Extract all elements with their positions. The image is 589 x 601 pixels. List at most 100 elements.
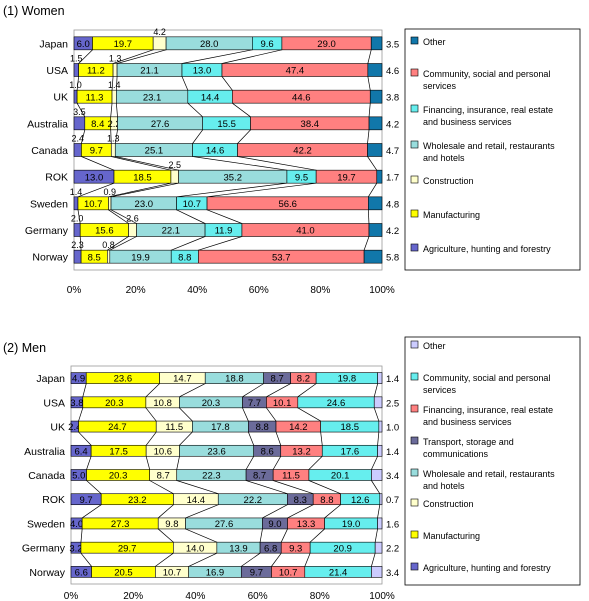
women-connector-line	[110, 129, 112, 144]
women-legend-label-financing-insurance-real-estate-and-business-services: Financing, insurance, real estate	[423, 105, 553, 115]
women-legend-label-manufacturing: Manufacturing	[423, 210, 480, 220]
women-data-label: 25.1	[145, 146, 164, 157]
women-x-tick-label: 100%	[369, 285, 395, 296]
men-data-label: 14.7	[173, 374, 192, 385]
women-data-label: 8.4	[91, 119, 104, 130]
women-bar-sweden-other	[368, 196, 383, 211]
men-data-label: 18.8	[225, 374, 244, 385]
women-connector-line	[111, 156, 172, 171]
women-data-label: 3.5	[386, 39, 399, 50]
men-legend-label-community-social-and-personal-services: Community, social and personal	[423, 373, 550, 383]
men-data-label: 10.1	[273, 398, 292, 409]
women-bar-uk-agriculture-hunting-and-forestry	[73, 89, 78, 104]
women-data-label: 1.4	[108, 80, 121, 90]
women-bar-norway-agriculture-hunting-and-forestry	[73, 249, 82, 264]
women-legend-label-community-social-and-personal-services: Community, social and personal	[423, 69, 550, 79]
women-connector-line	[114, 129, 118, 144]
men-legend-label-financing-insurance-real-estate-and-business-services: Financing, insurance, real estate	[423, 405, 553, 415]
men-data-label: 20.5	[114, 567, 133, 578]
men-data-label: 8.7	[157, 471, 170, 482]
women-bar-canada-other	[367, 143, 383, 157]
women-data-label: 13.0	[85, 172, 104, 183]
women-bar-sweden-construction	[108, 196, 112, 211]
women-bar-usa-construction	[112, 63, 118, 77]
men-connector-line	[271, 552, 282, 567]
men-data-label: 9.0	[268, 519, 281, 530]
men-legend-swatch-wholesale-and-retail-restaurants-and-hotels	[410, 468, 419, 477]
men-data-label: 3.2	[69, 543, 82, 554]
men-legend-label-wholesale-and-retail-restaurants-and-hotels: and hotels	[423, 481, 465, 491]
men-data-label: 29.7	[118, 543, 137, 554]
women-bar-norway-construction	[107, 249, 111, 264]
men-data-label: 8.7	[271, 374, 284, 385]
women-legend-label-community-social-and-personal-services: services	[423, 81, 457, 91]
women-x-tick-label: 80%	[310, 285, 330, 296]
women-legend-swatch-community-social-and-personal-services	[410, 68, 419, 77]
women-connector-line	[237, 129, 251, 144]
men-legend-label-construction: Construction	[423, 499, 474, 509]
women-data-label: 42.2	[293, 146, 312, 157]
men-data-label: 17.6	[341, 446, 360, 457]
men-bar-norway-other	[371, 566, 383, 578]
men-data-label: 20.3	[109, 471, 128, 482]
women-data-label: 9.7	[90, 146, 103, 157]
women-data-label: 3.5	[73, 107, 86, 117]
men-connector-line	[308, 480, 341, 495]
men-data-label: 19.8	[338, 374, 357, 385]
women-legend-swatch-construction	[410, 175, 419, 184]
men-connector-line	[179, 407, 193, 422]
men-connector-line	[245, 480, 288, 495]
women-data-label: 2.0	[71, 214, 84, 224]
women-data-label: 19.9	[131, 252, 150, 263]
women-connector-line	[110, 182, 179, 198]
men-connector-line	[145, 383, 160, 398]
women-data-label: 13.0	[193, 66, 212, 77]
men-connector-line	[320, 432, 323, 446]
women-data-label: 10.7	[183, 199, 202, 210]
men-data-label: 10.8	[153, 398, 172, 409]
women-connector-line	[76, 76, 79, 91]
men-connector-line	[377, 432, 380, 446]
women-bar-sweden-agriculture-hunting-and-forestry	[73, 196, 79, 211]
women-bar-australia-other	[368, 116, 383, 131]
women-data-label: 14.6	[206, 146, 225, 157]
men-data-label: 22.3	[202, 471, 221, 482]
men-legend-label-wholesale-and-retail-restaurants-and-hotels: Wholesale and retail, restaurants	[423, 469, 555, 479]
women-legend-label-wholesale-and-retail-restaurants-and-hotels: Wholesale and retail, restaurants	[423, 141, 555, 151]
men-x-tick-label: 40%	[185, 591, 205, 601]
men-connector-line	[145, 456, 151, 470]
men-data-label: 3.8	[70, 398, 83, 409]
men-data-label: 21.4	[329, 567, 348, 578]
men-data-label: 2.4	[68, 422, 81, 433]
women-data-label: 18.5	[133, 172, 152, 183]
women-legend-swatch-manufacturing	[410, 209, 419, 218]
men-legend-label-other: Other	[423, 341, 446, 351]
women-connector-line	[78, 49, 93, 64]
women-data-label: 1.0	[69, 80, 82, 90]
men-data-label: 20.3	[202, 398, 221, 409]
women-connector-line	[198, 236, 243, 251]
women-data-label: 19.7	[337, 172, 356, 183]
women-data-label: 38.4	[301, 119, 320, 130]
women-data-label: 5.8	[386, 253, 399, 264]
women-connector-line	[77, 209, 81, 224]
men-x-tick-label: 80%	[310, 591, 330, 601]
men-connector-line	[176, 456, 180, 470]
men-connector-line	[185, 528, 217, 543]
men-data-label: 10.6	[154, 446, 173, 457]
women-connector-line	[181, 49, 253, 64]
men-data-label: 20.3	[105, 398, 124, 409]
women-data-label: 4.7	[386, 146, 399, 157]
men-data-label: 2.2	[386, 544, 399, 555]
women-data-label: 1.3	[107, 134, 120, 144]
men-data-label: 13.9	[229, 543, 248, 554]
men-data-label: 27.3	[111, 519, 130, 530]
women-connector-line	[176, 182, 287, 198]
women-data-label: 27.6	[151, 119, 170, 130]
women-data-label: 2.4	[71, 134, 84, 144]
men-chart-panel: (2) Men Japan 4.9 23.6 14.7 18.8 8.7 8.2 19.8 1.4…	[3, 336, 581, 601]
men-data-label: 4.9	[72, 374, 85, 385]
men-legend-swatch-community-social-and-personal-services	[410, 372, 419, 381]
women-x-tick-label: 60%	[249, 285, 269, 296]
